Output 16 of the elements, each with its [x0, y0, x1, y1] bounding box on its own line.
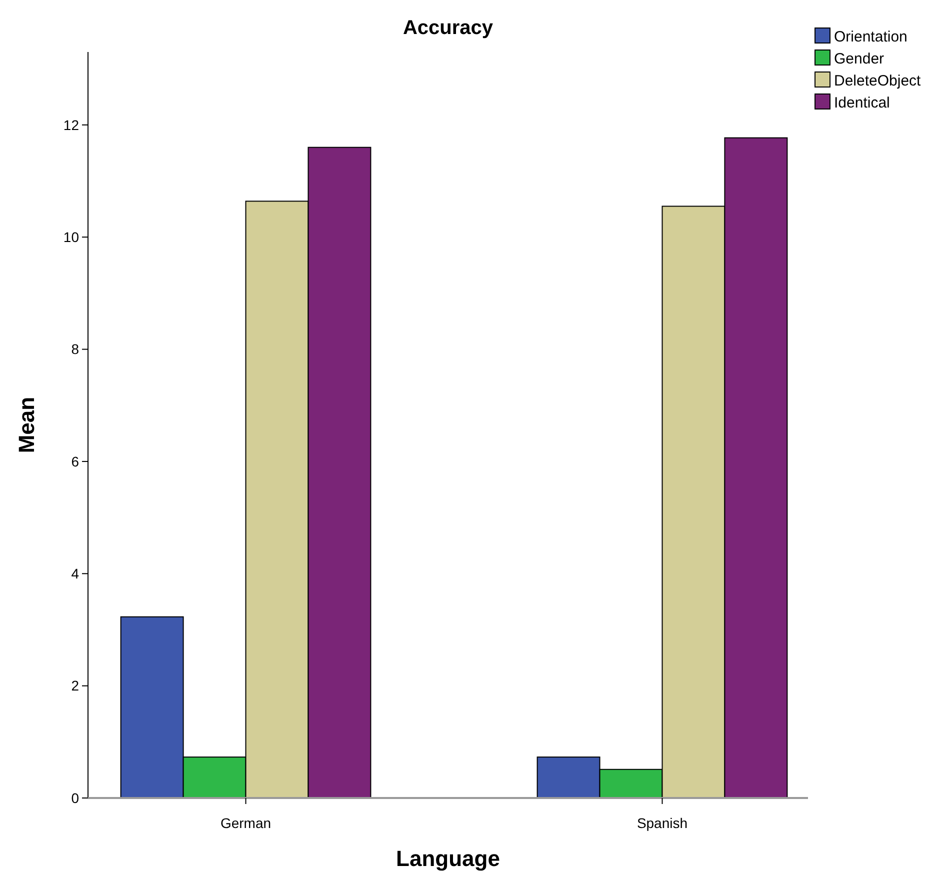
chart-title: Accuracy	[402, 17, 494, 39]
y-tick-label: 8	[71, 341, 80, 358]
y-tick-label: 2	[71, 678, 80, 694]
legend-label: Orientation	[834, 28, 908, 46]
legend-label: Gender	[834, 50, 884, 68]
x-tick-label: German	[220, 815, 272, 831]
y-tick-label: 12	[63, 116, 80, 133]
y-axis-title: Mean	[14, 396, 39, 454]
y-tick-label: 6	[71, 453, 80, 470]
x-tick-label: Spanish	[636, 815, 688, 831]
y-tick-label: 0	[71, 790, 80, 806]
y-tick-label: 4	[71, 566, 80, 582]
y-tick-label: 10	[63, 229, 80, 245]
x-axis-title: Language	[396, 846, 500, 871]
legend-label: Identical	[834, 94, 890, 112]
legend-label: DeleteObject	[834, 72, 922, 90]
